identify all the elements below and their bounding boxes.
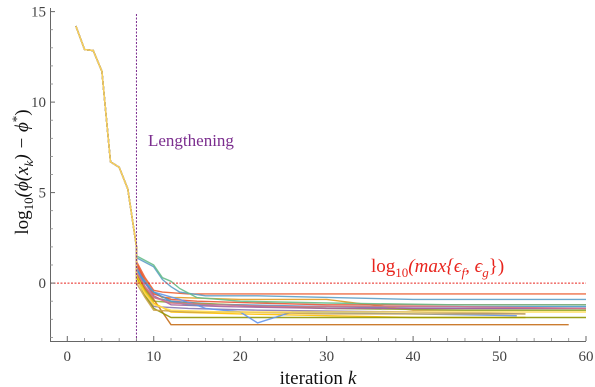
hline-label: log10(max{ϵf, ϵg}): [371, 256, 504, 280]
y-tick-label: 0: [39, 276, 47, 292]
ticks: 0 10 20 30 40 50 60 0 5 10 15: [31, 5, 594, 365]
x-axis-title: iteration k: [280, 368, 357, 387]
x-tick-label: 60: [579, 349, 594, 365]
series-line-4: [75, 25, 586, 295]
hline-label-close: }): [489, 256, 504, 277]
y-axis-title-sup: *: [9, 116, 24, 123]
y-axis-title-sub: 10: [21, 197, 36, 210]
x-tick-label: 50: [492, 349, 507, 365]
series-line-11: [75, 25, 586, 306]
x-tick-label: 10: [146, 349, 161, 365]
y-tick-label: 5: [39, 186, 47, 202]
x-tick-label: 40: [406, 349, 421, 365]
series-line-14: [75, 25, 586, 306]
reference-lines: [50, 14, 586, 341]
hline-label-sub: 10: [395, 265, 408, 280]
series-line-10: [75, 25, 586, 319]
hline-label-main: (max{ϵ: [408, 256, 463, 277]
y-axis-title-tail: ) − ϕ: [12, 122, 33, 162]
series-line-7: [75, 25, 586, 301]
series-line-17: [75, 25, 586, 313]
hline-label-log: log: [371, 256, 396, 277]
hline-label-sub-f: f: [462, 265, 468, 280]
x-axis-title-main: iteration: [280, 368, 344, 387]
y-axis-title: log10(ϕ(xk) − ϕ*): [9, 109, 36, 234]
series-layer: [75, 25, 587, 326]
y-axis-title-sub2: k: [21, 160, 36, 166]
x-tick-label: 20: [233, 349, 248, 365]
y-tick-label: 10: [31, 95, 46, 111]
series-line-3: [75, 25, 586, 311]
y-axis-title-close: ): [12, 109, 33, 115]
x-tick-label: 0: [64, 349, 72, 365]
x-tick-label: 30: [319, 349, 334, 365]
series-line-6: [75, 25, 569, 326]
hline-label-mid: , ϵ: [465, 256, 484, 277]
y-tick-label: 15: [31, 5, 46, 21]
series-line-2: [75, 25, 586, 311]
y-axis-title-main: (ϕ(x: [12, 166, 33, 197]
hline-label-sub-g: g: [482, 265, 489, 280]
y-axis-title-log: log: [12, 210, 33, 235]
x-axis-title-var: k: [348, 368, 357, 387]
vline-label: Lengthening: [148, 131, 234, 150]
